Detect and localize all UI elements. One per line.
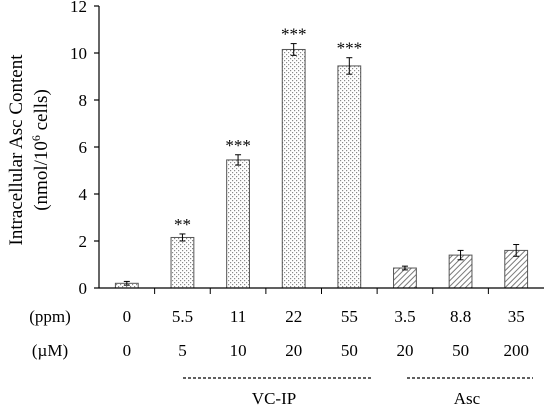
x-tick-label-ppm: 5.5 [172,307,193,326]
x-tick-label-ppm: 55 [341,307,358,326]
y-tick-label: 12 [70,0,87,16]
y-tick-label: 6 [79,138,88,157]
row-label-um: (µM) [32,341,68,360]
significance-marker: *** [281,25,307,44]
group-label-vc-ip: VC-IP [252,389,296,408]
y-tick-label: 8 [79,91,88,110]
row-label-ppm: (ppm) [29,307,71,326]
bar [281,48,306,289]
x-tick-label-um: 0 [123,341,132,360]
group-label-asc: Asc [454,389,481,408]
x-tick-label-um: 20 [285,341,302,360]
y-axis-title-line1: Intracellular Asc Content [6,54,27,246]
x-tick-label-um: 20 [396,341,413,360]
bar [337,65,362,289]
x-tick-label-um: 5 [178,341,187,360]
y-tick-label: 0 [79,279,88,298]
x-tick-label-um: 50 [452,341,469,360]
y-tick-label: 10 [70,44,87,63]
x-tick-label-ppm: 35 [508,307,525,326]
significance-marker: *** [225,136,251,155]
bar [393,267,417,289]
bar [170,236,195,289]
x-tick-label-ppm: 8.8 [450,307,471,326]
x-tick-label-ppm: 0 [123,307,132,326]
x-tick-label-ppm: 3.5 [394,307,415,326]
x-tick-label-ppm: 22 [285,307,302,326]
y-axis-title-line2: (nmol/106 cells) [29,89,52,211]
y-tick-label: 4 [79,185,88,204]
x-tick-label-ppm: 11 [230,307,246,326]
x-tick-label-um: 10 [230,341,247,360]
y-tick-label: 2 [79,232,88,251]
bar [226,159,250,289]
x-tick-label-um: 200 [503,341,529,360]
x-tick-label-um: 50 [341,341,358,360]
significance-marker: *** [337,39,363,58]
significance-marker: ** [174,215,191,234]
